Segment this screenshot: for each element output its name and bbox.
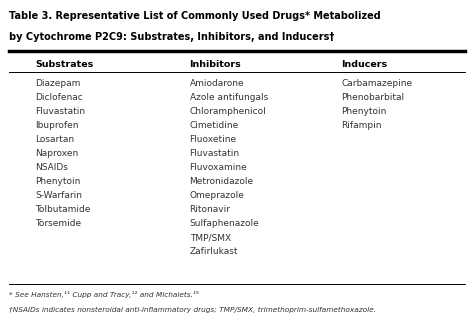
Text: Metronidazole: Metronidazole [190,177,254,186]
Text: Chloramphenicol: Chloramphenicol [190,107,266,116]
Text: by Cytochrome P2C9: Substrates, Inhibitors, and Inducers†: by Cytochrome P2C9: Substrates, Inhibito… [9,32,334,42]
Text: Naproxen: Naproxen [36,149,79,158]
Text: Phenytoin: Phenytoin [36,177,81,186]
Text: NSAIDs: NSAIDs [36,163,68,172]
Text: Fluoxetine: Fluoxetine [190,135,237,144]
Text: Tolbutamide: Tolbutamide [36,205,91,214]
Text: Torsemide: Torsemide [36,219,82,228]
Text: Rifampin: Rifampin [341,121,382,130]
Text: Amiodarone: Amiodarone [190,79,244,88]
Text: Fluvastatin: Fluvastatin [190,149,240,158]
Text: Omeprazole: Omeprazole [190,191,245,200]
Text: Substrates: Substrates [36,60,94,69]
Text: Fluvoxamine: Fluvoxamine [190,163,247,172]
Text: Losartan: Losartan [36,135,75,144]
Text: Cimetidine: Cimetidine [190,121,239,130]
Text: * See Hansten,¹¹ Cupp and Tracy,¹² and Michalets.¹⁵: * See Hansten,¹¹ Cupp and Tracy,¹² and M… [9,291,199,298]
Text: Zafirlukast: Zafirlukast [190,247,238,256]
Text: Ibuprofen: Ibuprofen [36,121,79,130]
Text: Phenytoin: Phenytoin [341,107,387,116]
Text: Ritonavir: Ritonavir [190,205,230,214]
Text: Diclofenac: Diclofenac [36,93,83,102]
Text: Table 3. Representative List of Commonly Used Drugs* Metabolized: Table 3. Representative List of Commonly… [9,11,380,22]
Text: Diazepam: Diazepam [36,79,81,88]
Text: TMP/SMX: TMP/SMX [190,233,231,242]
Text: S-Warfarin: S-Warfarin [36,191,82,200]
Text: Phenobarbital: Phenobarbital [341,93,404,102]
Text: Inducers: Inducers [341,60,387,69]
Text: Sulfaphenazole: Sulfaphenazole [190,219,259,228]
Text: Azole antifungals: Azole antifungals [190,93,268,102]
Text: Fluvastatin: Fluvastatin [36,107,86,116]
Text: Inhibitors: Inhibitors [190,60,241,69]
Text: †NSAIDs indicates nonsteroidal anti-inflammatory drugs; TMP/SMX, trimethoprim-su: †NSAIDs indicates nonsteroidal anti-infl… [9,306,375,313]
Text: Carbamazepine: Carbamazepine [341,79,412,88]
